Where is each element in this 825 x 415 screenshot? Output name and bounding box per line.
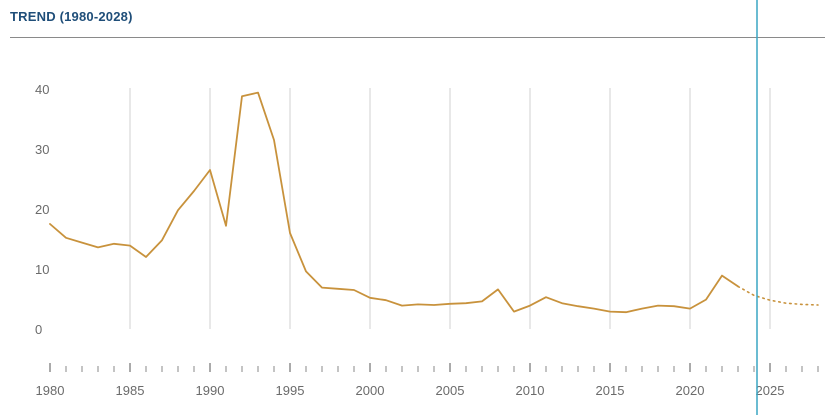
x-tick-label: 1990 <box>196 383 225 398</box>
history-line <box>49 91 739 314</box>
x-tick-label: 1995 <box>276 383 305 398</box>
x-tick-label: 2025 <box>756 383 785 398</box>
gridlines <box>129 88 771 329</box>
y-tick-label: 20 <box>35 202 49 217</box>
x-tick-label: 2015 <box>596 383 625 398</box>
y-tick-label: 40 <box>35 82 49 97</box>
y-tick-labels: 0 10 20 30 40 <box>35 82 49 337</box>
x-axis <box>49 363 819 372</box>
x-tick-label: 2005 <box>436 383 465 398</box>
chart-title: TREND (1980-2028) <box>10 9 133 24</box>
x-tick-label: 1980 <box>36 383 65 398</box>
x-tick-labels: 1980 1985 1990 1995 2000 2005 2010 2015 2020 2025 <box>36 383 785 398</box>
series-lines <box>49 91 819 314</box>
projection-line <box>737 285 819 306</box>
x-tick-label: 2000 <box>356 383 385 398</box>
y-tick-label: 10 <box>35 262 49 277</box>
y-tick-label: 0 <box>35 322 42 337</box>
chart-header: TREND (1980-2028) <box>10 0 825 38</box>
x-tick-label: 2010 <box>516 383 545 398</box>
x-tick-label: 2020 <box>676 383 705 398</box>
x-tick-label: 1985 <box>116 383 145 398</box>
y-tick-label: 30 <box>35 142 49 157</box>
